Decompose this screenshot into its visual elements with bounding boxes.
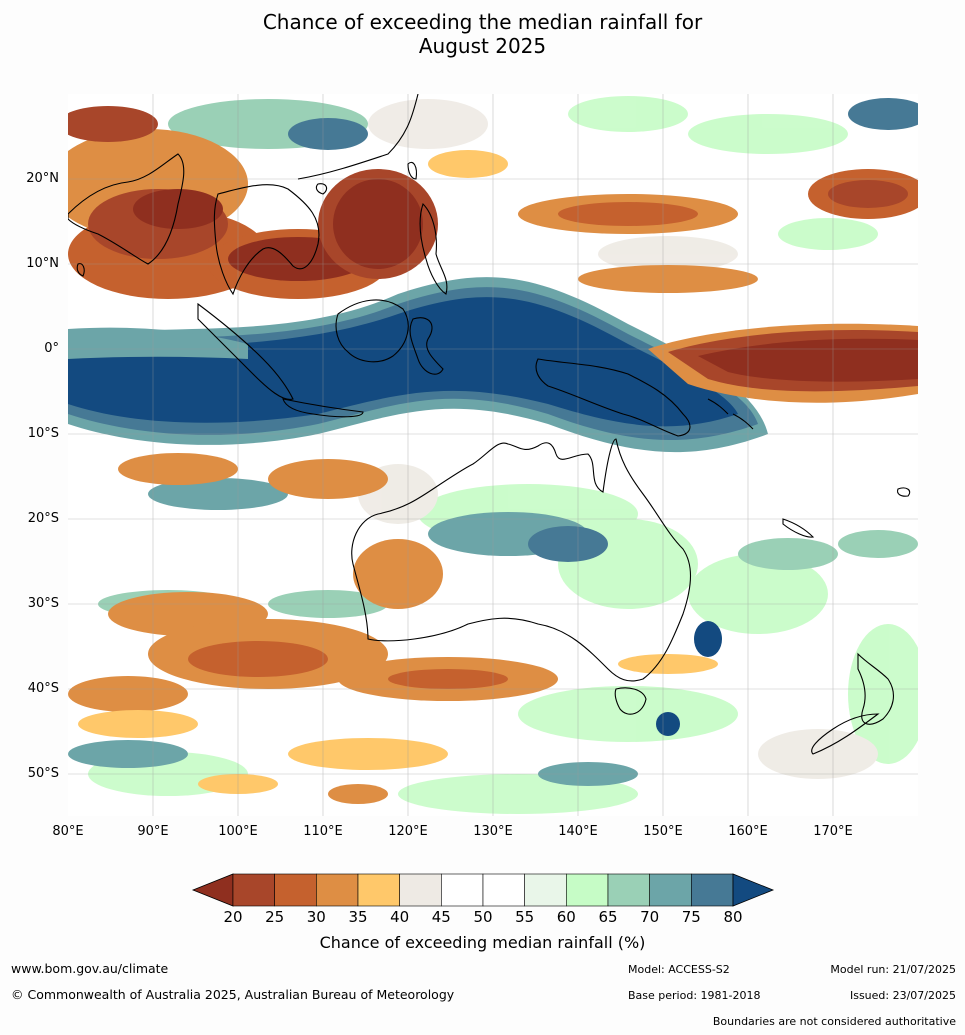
footer-copyright: © Commonwealth of Australia 2025, Austra… — [11, 987, 455, 1002]
lon-label-160e: 160°E — [728, 824, 768, 839]
lon-label-170e: 170°E — [813, 824, 853, 839]
colorbar-tick-75: 75 — [681, 908, 701, 926]
lon-label-80e: 80°E — [52, 824, 84, 839]
lat-label-50s: 50°S — [27, 766, 59, 781]
colorbar-segment — [399, 873, 442, 907]
lat-label-0: 0° — [44, 341, 59, 356]
colorbar-tick-65: 65 — [598, 908, 618, 926]
colorbar-tick-30: 30 — [306, 908, 326, 926]
lon-label-90e: 90°E — [137, 824, 169, 839]
colorbar-segment — [566, 873, 609, 907]
colorbar-segment — [524, 873, 567, 907]
colorbar-segment — [232, 873, 275, 907]
rainfall-map — [68, 94, 918, 816]
field-dry-band-east — [648, 323, 918, 403]
colorbar-arrow-low — [191, 873, 234, 907]
colorbar-tick-80: 80 — [723, 908, 743, 926]
field-patches-dry — [68, 106, 918, 804]
colorbar-segment — [482, 873, 525, 907]
colorbar-tick-20: 20 — [223, 908, 243, 926]
lon-label-140e: 140°E — [558, 824, 598, 839]
lon-label-150e: 150°E — [643, 824, 683, 839]
colorbar-segment — [274, 873, 317, 907]
colorbar-segment — [607, 873, 650, 907]
colorbar-segment — [691, 873, 734, 907]
lon-label-120e: 120°E — [388, 824, 428, 839]
map-title-line2: August 2025 — [418, 34, 547, 58]
lat-label-20s: 20°S — [27, 511, 59, 526]
lat-label-40s: 40°S — [27, 681, 59, 696]
colorbar-tick-70: 70 — [640, 908, 660, 926]
rainfall-field — [68, 94, 918, 816]
footer-model: Model: ACCESS-S2 — [628, 963, 730, 976]
footer-disclaimer: Boundaries are not considered authoritat… — [712, 1015, 956, 1028]
colorbar-segments — [191, 873, 775, 907]
colorbar-tick-55: 55 — [515, 908, 535, 926]
colorbar-segment — [649, 873, 692, 907]
map-gridlines — [68, 94, 918, 816]
footer-issued: Issued: 23/07/2025 — [849, 989, 956, 1002]
colorbar-tick-50: 50 — [473, 908, 493, 926]
colorbar-tick-40: 40 — [390, 908, 410, 926]
lat-label-10s: 10°S — [27, 426, 59, 441]
field-wet-band — [68, 277, 768, 453]
colorbar — [191, 873, 775, 907]
footer-base-period: Base period: 1981-2018 — [628, 989, 761, 1002]
lon-label-100e: 100°E — [218, 824, 258, 839]
colorbar-label: Chance of exceeding median rainfall (%) — [319, 933, 646, 952]
colorbar-segment — [357, 873, 400, 907]
lat-label-20n: 20°N — [26, 171, 59, 186]
colorbar-tick-35: 35 — [348, 908, 368, 926]
lon-label-110e: 110°E — [303, 824, 343, 839]
colorbar-segment — [316, 873, 359, 907]
footer-website: www.bom.gov.au/climate — [11, 961, 169, 976]
colorbar-tick-25: 25 — [265, 908, 285, 926]
footer-model-run: Model run: 21/07/2025 — [830, 963, 956, 976]
map-title: Chance of exceeding the median rainfall … — [0, 10, 965, 58]
colorbar-arrow-high — [732, 873, 775, 907]
coastlines — [68, 94, 911, 755]
lon-label-130e: 130°E — [473, 824, 513, 839]
colorbar-segment — [441, 873, 484, 907]
lat-label-30s: 30°S — [27, 596, 59, 611]
colorbar-tick-45: 45 — [431, 908, 451, 926]
map-title-line1: Chance of exceeding the median rainfall … — [262, 10, 703, 34]
colorbar-tick-60: 60 — [556, 908, 576, 926]
lat-label-10n: 10°N — [26, 256, 59, 271]
